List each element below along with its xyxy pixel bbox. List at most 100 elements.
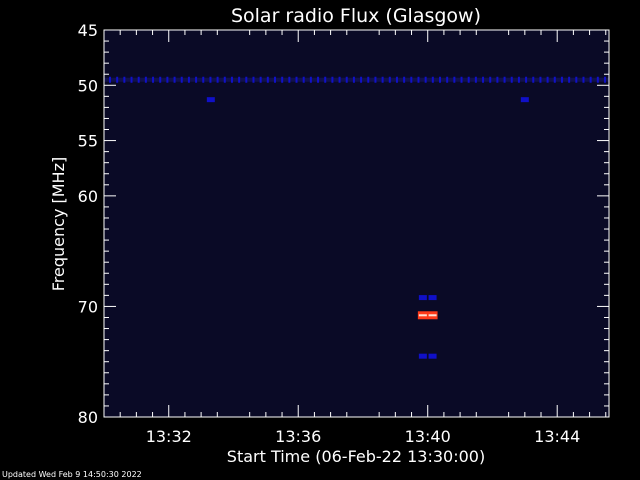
emission-band-dot: [152, 76, 155, 83]
emission-band-dot: [532, 76, 535, 83]
burst-spot: [417, 311, 428, 320]
y-tick-label: 80: [78, 408, 98, 427]
emission-spot: [206, 97, 215, 103]
emission-band-dot: [582, 76, 585, 83]
emission-band-dot: [130, 76, 133, 83]
emission-band-dot: [331, 76, 334, 83]
emission-band-dot: [417, 76, 420, 83]
burst-spot-core: [428, 314, 437, 317]
emission-band-dot: [510, 76, 513, 83]
emission-band-dot: [474, 76, 477, 83]
emission-band-dot: [187, 76, 190, 83]
emission-band-dot: [166, 76, 169, 83]
emission-band-dot: [517, 76, 520, 83]
emission-band-dot: [381, 76, 384, 83]
emission-band-dot: [137, 76, 140, 83]
emission-band-dot: [109, 76, 111, 83]
emission-band-dot: [589, 76, 592, 83]
emission-band-dot: [539, 76, 542, 83]
emission-band-dot: [230, 76, 233, 83]
emission-band-dot: [302, 76, 305, 83]
plot-frame: [103, 29, 610, 418]
emission-band-dot: [553, 76, 556, 83]
burst-spot-core: [418, 314, 427, 317]
emission-band-dot: [266, 76, 269, 83]
emission-band-dot: [367, 76, 370, 83]
emission-band-dot: [309, 76, 312, 83]
emission-band-dot: [116, 76, 119, 83]
y-axis: 45 50 55 60 70 80: [78, 21, 609, 427]
emission-band-dot: [274, 76, 276, 83]
emission-band-dot: [144, 76, 147, 83]
emission-spot: [428, 295, 437, 301]
y-axis-label: Frequency [MHz]: [49, 157, 68, 291]
emission-band-dot: [202, 76, 205, 83]
emission-spot: [428, 353, 437, 359]
emission-band-dot: [374, 76, 377, 83]
emission-band-dot: [216, 76, 219, 83]
emission-band-dot: [345, 76, 348, 83]
emission-band-dot: [496, 76, 499, 83]
emission-band-dot: [388, 76, 391, 83]
emission-band-dot: [489, 76, 492, 83]
emission-band-dot: [288, 76, 291, 83]
y-tick-label: 55: [78, 132, 98, 151]
x-axis-label: Start Time (06-Feb-22 13:30:00): [227, 447, 485, 466]
y-tick-label: 50: [78, 76, 98, 95]
y-tick-label: 60: [78, 187, 98, 206]
emission-band-dot: [460, 76, 463, 83]
emission-band-dot: [159, 76, 162, 83]
x-axis: 13:32 13:36 13:40 13:44: [119, 30, 607, 446]
x-tick-label: 13:36: [275, 427, 321, 446]
emission-band-dot: [338, 76, 341, 83]
x-tick-label: 13:40: [405, 427, 451, 446]
emission-band-dot: [295, 76, 298, 83]
updated-timestamp: Updated Wed Feb 9 14:50:30 2022: [2, 470, 142, 479]
emission-band-dot: [245, 76, 248, 83]
emission-band-dot: [252, 76, 255, 83]
emission-spot: [418, 353, 427, 359]
emission-band-dot: [525, 76, 528, 83]
emission-band-fill: [104, 77, 609, 82]
emission-band-dot: [596, 76, 599, 83]
emission-band-dot: [431, 76, 434, 83]
emission-spot: [520, 97, 529, 103]
emission-spot: [418, 295, 427, 301]
emission-band-dot: [352, 76, 355, 83]
emission-band-dot: [360, 76, 363, 83]
emission-band-dot: [324, 76, 327, 83]
emission-band-dot: [281, 76, 284, 83]
chart-title: Solar radio Flux (Glasgow): [231, 5, 481, 27]
x-tick-label: 13:44: [534, 427, 580, 446]
emission-band-dot: [575, 76, 578, 83]
emission-band-dot: [410, 76, 413, 83]
emission-band-dot: [238, 76, 241, 83]
emission-band-dot: [195, 76, 198, 83]
emission-band-dot: [568, 76, 571, 83]
emission-band-dot: [503, 76, 506, 83]
emission-band-dot: [546, 76, 549, 83]
burst-spot: [427, 311, 438, 320]
emission-band-dot: [467, 76, 470, 83]
emission-band-dot: [180, 76, 183, 83]
y-tick-label: 70: [78, 297, 98, 316]
emission-band-dot: [259, 76, 262, 83]
emission-band-dot: [604, 76, 606, 83]
emission-band-dot: [403, 76, 406, 83]
emission-band-dot: [453, 76, 456, 83]
y-tick-label: 45: [78, 21, 98, 40]
emission-band-dot: [209, 76, 212, 83]
emission-band-dot: [173, 76, 176, 83]
emission-band-dot: [482, 76, 485, 83]
emission-band-dot: [317, 76, 320, 83]
emission-band-dot: [446, 76, 449, 83]
emission-band-dot: [439, 76, 441, 83]
emission-band-dot: [123, 76, 126, 83]
emission-band-dot: [395, 76, 398, 83]
plot-area: [104, 30, 609, 417]
emission-band: [104, 76, 609, 83]
emission-band-dot: [223, 76, 226, 83]
emission-band-dot: [560, 76, 563, 83]
x-tick-label: 13:32: [146, 427, 192, 446]
